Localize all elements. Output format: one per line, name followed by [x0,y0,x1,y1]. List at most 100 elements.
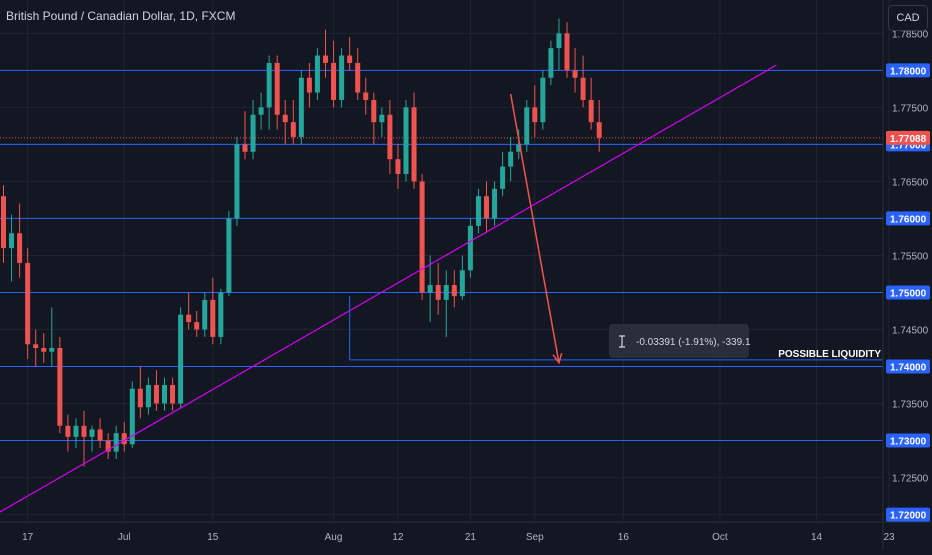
candle-body [170,385,176,404]
trendline [0,64,777,513]
candle-body [113,433,119,452]
price-tick-label: 1.73500 [892,400,929,411]
candle-body [162,385,167,404]
candle-body [153,385,159,404]
level-badge-label: 1.75000 [890,288,927,299]
candle-body [65,425,71,437]
price-tick-label: 1.76500 [892,177,929,188]
candle-body [186,314,192,323]
time-tick-label: 14 [811,532,823,543]
currency-button[interactable]: CAD [888,5,928,31]
candle-body [25,262,31,345]
candle-body [33,344,39,348]
candle-body [49,348,55,352]
candle-body [242,144,248,152]
chart-title: British Pound / Canadian Dollar, 1D, FXC… [6,9,236,23]
time-tick-label: Sep [526,532,544,543]
candle-body [226,218,232,293]
candle-body [290,122,296,137]
level-badge-label: 1.73000 [890,437,927,448]
candle-body [129,388,135,445]
time-tick-label: Aug [325,532,343,543]
candle-body [516,144,522,152]
price-tick-label: 1.77500 [892,103,929,114]
candle-body [500,166,506,189]
level-badge-label: 1.77000 [890,140,927,151]
candle-body [475,196,481,226]
time-tick-label: 17 [22,532,34,543]
candle-body [331,62,337,100]
time-tick-label: 21 [465,532,477,543]
candle-body [355,62,361,93]
candle-body [234,144,240,219]
candle-body [258,107,264,115]
candle-body [178,314,184,404]
candle-body [564,33,570,71]
measure-label: -0.03391 (-1.91%), -339.1 [636,337,751,348]
candle-body [17,233,23,263]
level-badge-label: 1.72000 [890,511,927,522]
candle-body [435,285,441,300]
candle-body [588,99,594,123]
candle-body [347,55,353,63]
liquidity-line [349,296,883,361]
candle-body [451,285,457,297]
current-price-label: 1.77088 [890,134,927,145]
candle-body [282,114,288,123]
candle-body [202,299,208,330]
candle-body [379,114,385,123]
candle-body [427,285,433,293]
candle-body [467,225,473,271]
candle-body [137,388,143,408]
price-tick-label: 1.78500 [892,29,929,40]
measure-box [609,324,749,358]
candle-body [57,348,63,426]
candle-body [492,188,498,219]
level-badge [886,507,930,522]
level-badge-label: 1.76000 [890,214,927,225]
price-tick-label: 1.72500 [892,474,929,485]
down-arrow [509,93,560,363]
candle-body [371,99,377,123]
candle-body [395,159,401,174]
level-badge [886,63,930,78]
candle-body [314,55,320,93]
candle-body [105,440,111,452]
candle-body [540,77,546,123]
candle-body [1,196,6,249]
candle-body [443,285,449,300]
candle-body [81,425,87,437]
candle-body [363,92,369,100]
candle-body [218,292,224,337]
level-badge [886,285,930,300]
candle-body [250,114,256,152]
candle-body [339,55,345,100]
candle-body [266,62,272,108]
time-tick-label: Oct [712,532,728,543]
candle-body [73,425,79,437]
candle-body [306,77,312,93]
candle-body [459,270,465,297]
price-tick-label: 1.75500 [892,251,929,262]
candle-body [298,77,304,137]
candle-body [41,348,47,352]
candle-body [210,299,216,337]
measure-icon [619,335,625,348]
candle-body [532,107,538,123]
candle-body [9,233,15,249]
level-badge [886,359,930,374]
candle-body [403,107,409,174]
candle-body [89,429,95,437]
current-price-badge [886,130,930,145]
time-tick-label: 12 [392,532,404,543]
candle-body [484,196,489,219]
candle-body [556,33,562,49]
liquidity-label: POSSIBLE LIQUIDITY [778,349,881,360]
level-badge [886,211,930,226]
candle-body [508,151,514,167]
price-tick-label: 1.74500 [892,325,929,336]
time-tick-label: 23 [883,532,895,543]
candle-body [387,114,393,160]
